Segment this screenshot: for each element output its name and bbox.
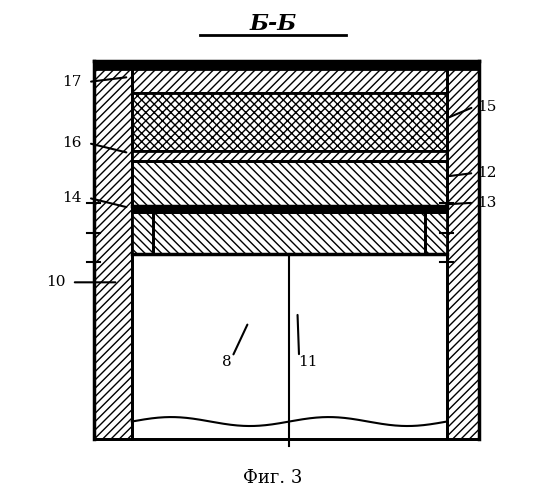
Bar — [94, 61, 132, 439]
Text: 12: 12 — [477, 166, 496, 180]
Text: 11: 11 — [299, 355, 318, 369]
Bar — [94, 61, 132, 439]
Bar — [132, 254, 447, 439]
Bar — [94, 61, 479, 68]
Text: 17: 17 — [62, 75, 82, 89]
Bar — [425, 212, 447, 254]
Bar — [132, 212, 153, 254]
Text: Фиг. 3: Фиг. 3 — [244, 468, 302, 486]
Bar — [447, 61, 479, 439]
Bar — [132, 212, 153, 254]
Bar — [132, 150, 447, 162]
Bar — [132, 61, 447, 94]
Bar — [132, 206, 447, 212]
Bar — [153, 212, 425, 254]
Text: 16: 16 — [62, 136, 82, 150]
Bar — [132, 150, 447, 162]
Bar — [425, 212, 447, 254]
Bar — [447, 61, 479, 439]
Text: 8: 8 — [222, 355, 232, 369]
Text: 15: 15 — [477, 100, 496, 114]
Bar — [153, 212, 425, 254]
Bar — [132, 94, 447, 150]
Bar — [132, 162, 447, 206]
Bar — [132, 162, 447, 206]
Text: Б-Б: Б-Б — [250, 13, 296, 35]
Text: 13: 13 — [477, 196, 496, 210]
Text: 14: 14 — [62, 191, 82, 205]
Bar — [132, 61, 447, 94]
Bar — [132, 94, 447, 150]
Text: 10: 10 — [46, 276, 66, 289]
